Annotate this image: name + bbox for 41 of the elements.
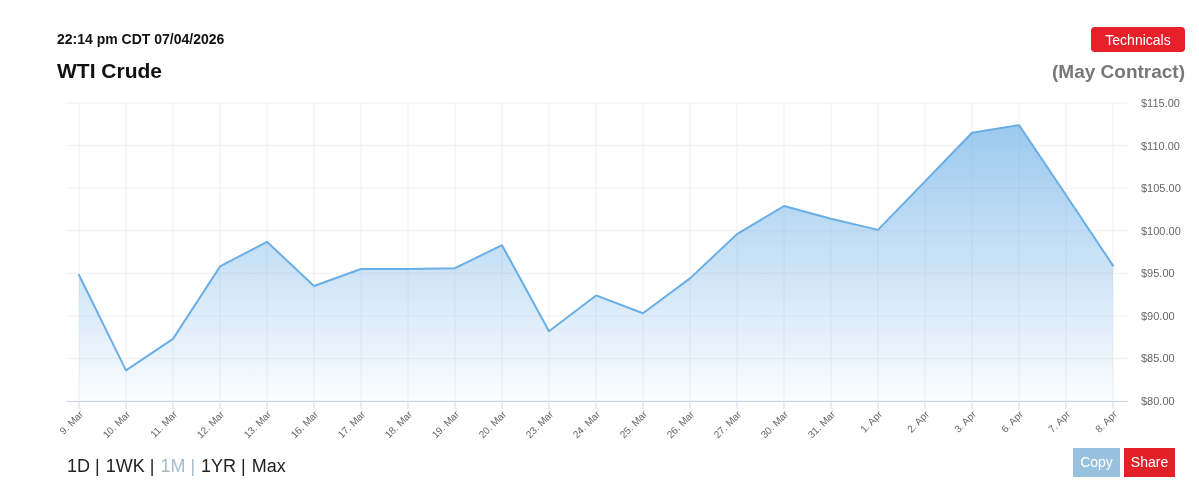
x-tick-label: 31. Mar [805,408,838,441]
y-tick-label: $100.00 [1141,224,1181,237]
x-tick-label: 3. Apr [952,408,979,435]
x-tick-label: 13. Mar [241,408,274,441]
x-tick-label: 26. Mar [664,408,697,441]
text: Max [251,455,286,477]
x-tick-label: 6. Apr [999,408,1026,435]
text: 1YR | [201,455,246,477]
x-tick-label: 2. Apr [905,408,932,435]
y-tick-label: $80.00 [1141,395,1175,407]
y-tick-label: $110.00 [1141,139,1180,152]
x-tick-label: 1. Apr [858,408,885,435]
chart-subtitle: (May Contract) [1051,61,1185,82]
x-tick-label: 7. Apr [1046,408,1073,435]
button[interactable]: Technicals [1091,27,1185,52]
x-tick-label: 10. Mar [100,408,133,441]
y-tick-label: $105.00 [1141,182,1181,195]
y-tick-label: $95.00 [1141,267,1175,280]
x-tick-label: 11. Mar [148,408,180,440]
x-tick-label: 12. Mar [194,408,227,441]
y-tick-label: $90.00 [1141,309,1175,322]
x-tick-label: 16. Mar [288,408,321,441]
x-tick-label: 20. Mar [476,408,509,441]
text: 1WK | [105,455,155,477]
text: 22:14 pm CDT 07/04/2026 [57,31,225,47]
x-tick-label: 25. Mar [617,408,650,441]
y-tick-label: $85.00 [1141,352,1175,365]
x-tick-label: 18. Mar [382,408,415,441]
x-tick-label: 30. Mar [758,408,791,441]
y-tick-label: $115.00 [1141,97,1180,109]
chart-title: WTI Crude [57,59,162,82]
text: 1D | [67,455,100,477]
x-tick-label: 27. Mar [711,408,744,441]
x-tick-label: 24. Mar [570,408,603,441]
text: 1M | [160,455,196,477]
x-tick-label: 19. Mar [429,408,462,441]
button[interactable]: Share [1124,448,1175,477]
x-tick-label: 8. Apr [1093,408,1120,435]
x-tick-label: 17. Mar [335,408,368,441]
x-tick-label: 23. Mar [523,408,556,441]
x-tick-label: 9. Mar [57,408,86,437]
